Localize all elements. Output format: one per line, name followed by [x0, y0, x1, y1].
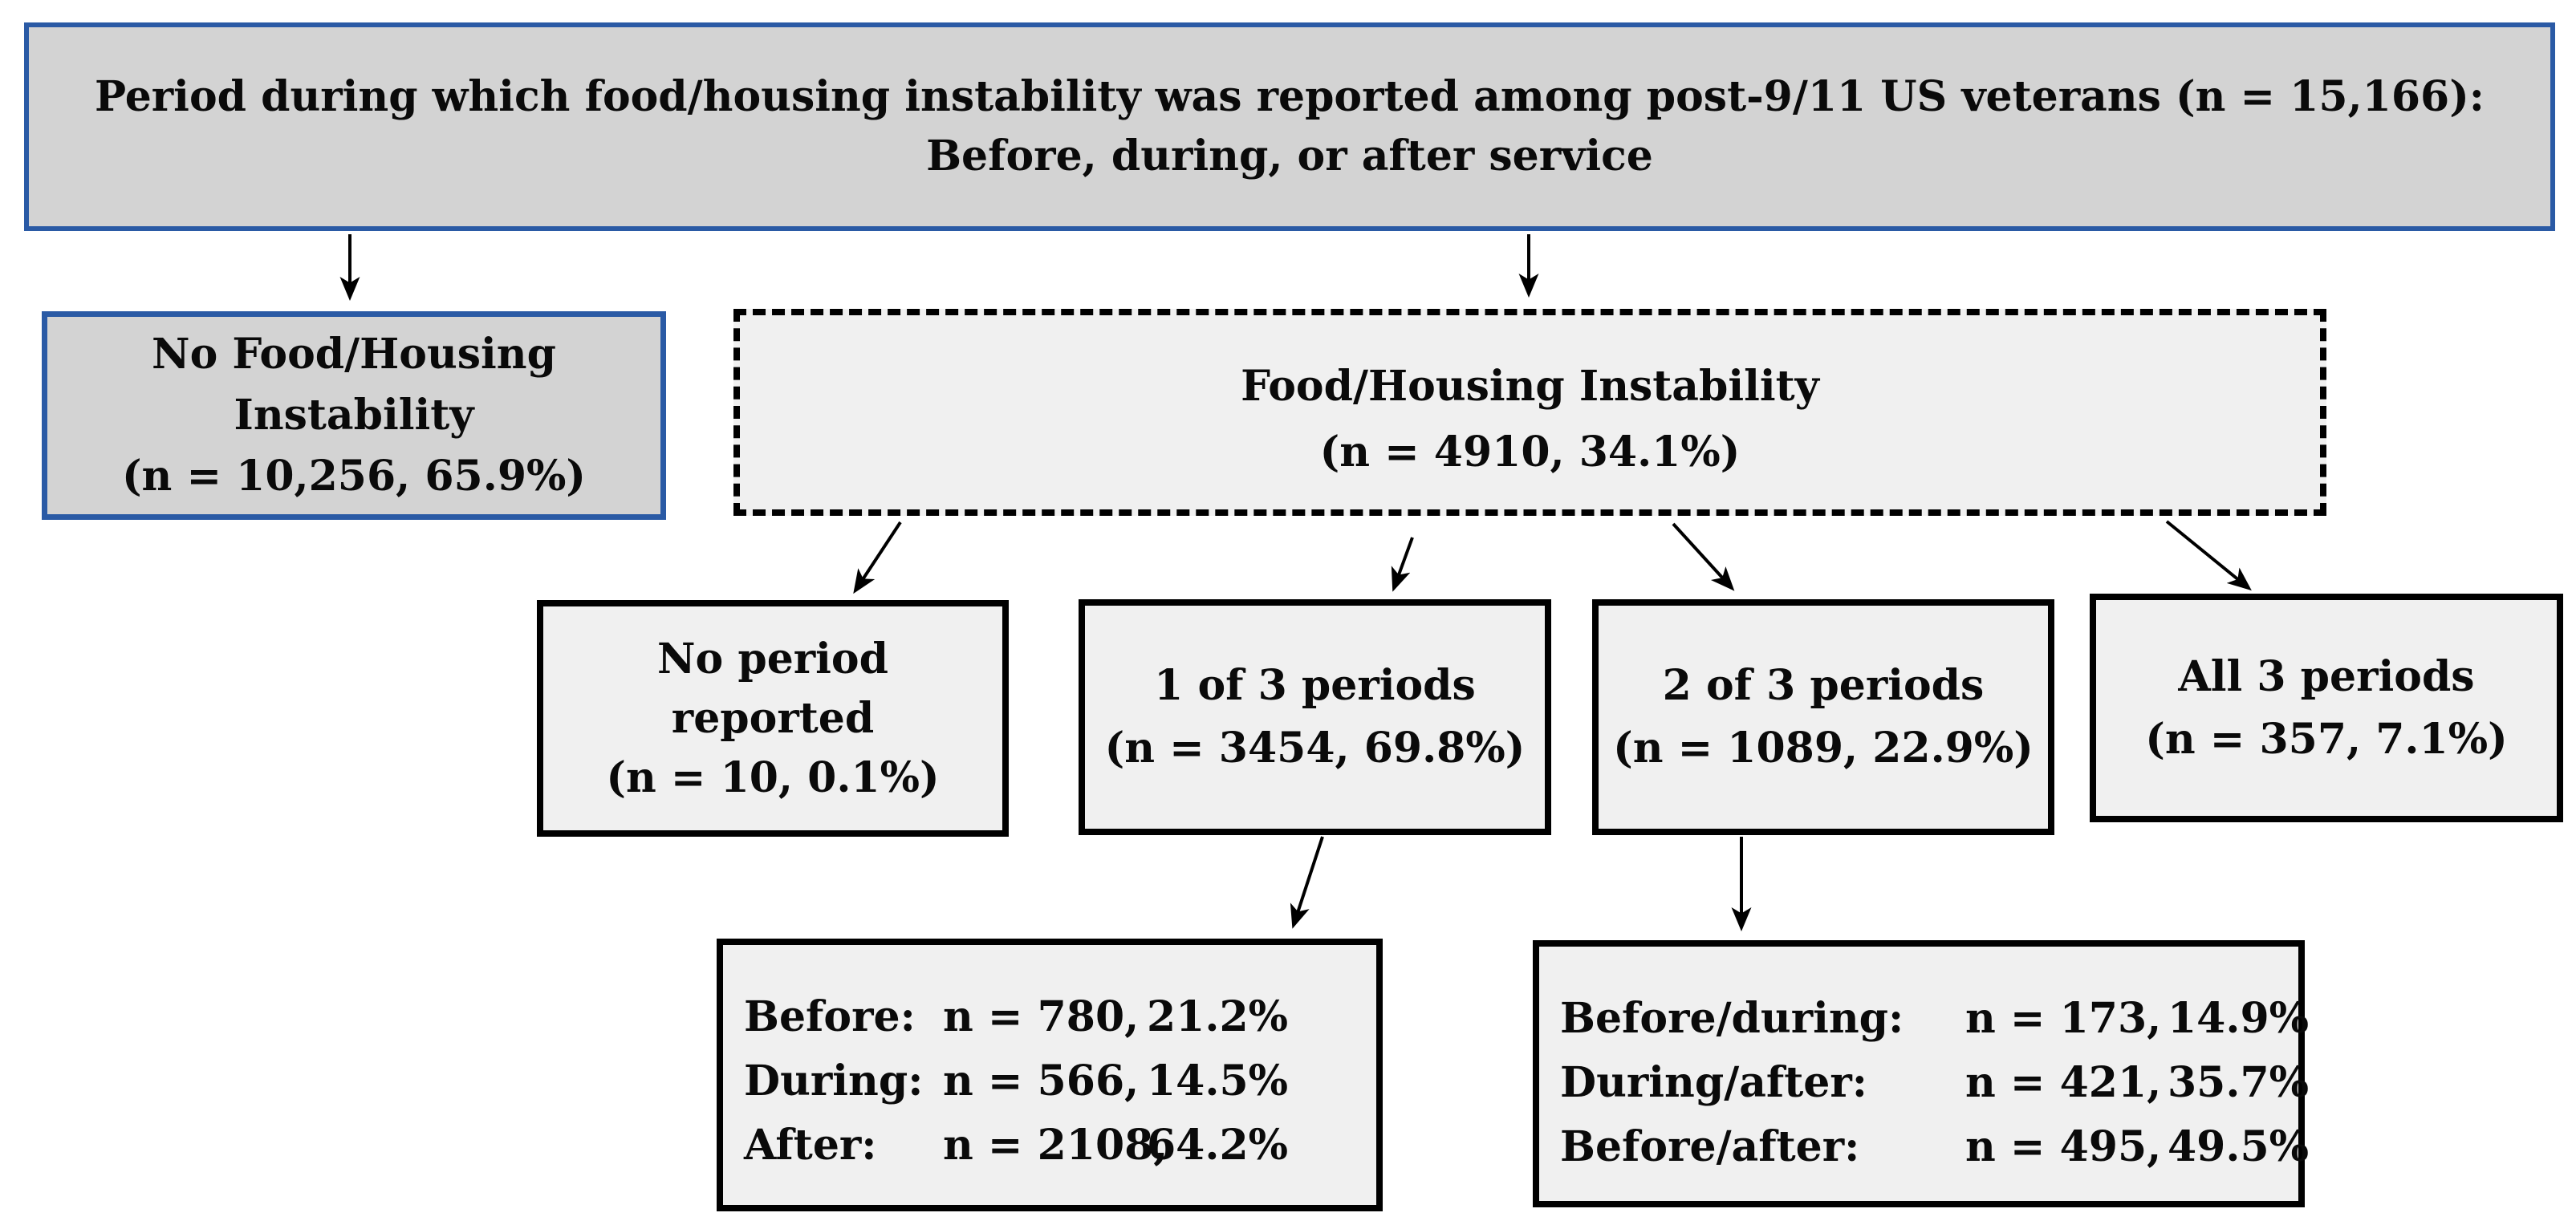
percent-value: 14.9% — [2168, 994, 2310, 1043]
detail-box-1of3: Before: n = 780, 21.2% During: n = 566, … — [717, 939, 1383, 1211]
n-value: n = 2108, — [943, 1121, 1168, 1170]
period-label: Before/during: — [1560, 994, 1904, 1043]
n-value: n = 780, — [943, 992, 1140, 1041]
period-label: Before: — [744, 992, 916, 1041]
period-no-period-line3: (n = 10, 0.1%) — [606, 752, 940, 802]
period-all3-line1: All 3 periods — [2178, 651, 2475, 701]
instability-box: Food/Housing Instability (n = 4910, 34.1… — [733, 309, 2326, 516]
period-2of3-line1: 2 of 3 periods — [1662, 661, 1985, 710]
period-box-all3: All 3 periods (n = 357, 7.1%) — [2090, 594, 2563, 822]
instability-line1: Food/Housing Instability — [1241, 362, 1819, 411]
arrow-1of3-to-detail — [1290, 836, 1324, 929]
period-box-1of3: 1 of 3 periods (n = 3454, 69.8%) — [1079, 599, 1551, 835]
percent-value: 21.2% — [1147, 992, 1289, 1041]
detail-row-after: After: n = 2108, 64.2% — [744, 1113, 1288, 1178]
arrow-instability-to-no-period — [853, 521, 902, 594]
arrow-instability-to-2of3 — [1672, 522, 1735, 591]
percent-value: 49.5% — [2168, 1122, 2310, 1171]
detail-box-2of3: Before/during: n = 173, 14.9% During/aft… — [1533, 940, 2309, 1207]
no-instability-box: No Food/Housing Instability (n = 10,256,… — [42, 311, 666, 520]
period-box-2of3: 2 of 3 periods (n = 1089, 22.9%) — [1592, 599, 2054, 835]
detail-row-before-during: Before/during: n = 173, 14.9% — [1560, 987, 2309, 1051]
no-instability-line1: No Food/Housing — [152, 330, 556, 379]
period-1of3-line1: 1 of 3 periods — [1154, 661, 1476, 710]
period-2of3-line2: (n = 1089, 22.9%) — [1613, 724, 2034, 773]
n-value: n = 566, — [943, 1057, 1140, 1105]
arrow-instability-to-all3 — [2165, 520, 2252, 591]
no-instability-line2: Instability — [234, 391, 474, 440]
detail-row-before: Before: n = 780, 21.2% — [744, 985, 1288, 1049]
detail-row-during: During: n = 566, 14.5% — [744, 1049, 1288, 1113]
percent-value: 14.5% — [1147, 1057, 1289, 1105]
root-box-line1: Period during which food/housing instabi… — [95, 72, 2485, 121]
no-instability-line3: (n = 10,256, 65.9%) — [121, 452, 587, 501]
period-label: Before/after: — [1560, 1122, 1860, 1171]
period-label: After: — [744, 1121, 877, 1170]
root-box: Period during which food/housing instabi… — [24, 22, 2555, 231]
detail-row-during-after: During/after: n = 421, 35.7% — [1560, 1051, 2309, 1115]
period-label: During/after: — [1560, 1058, 1867, 1107]
detail-row-before-after: Before/after: n = 495, 49.5% — [1560, 1115, 2309, 1179]
n-value: n = 421, — [1965, 1058, 2162, 1107]
instability-line2: (n = 4910, 34.1%) — [1319, 428, 1741, 477]
period-no-period-line2: reported — [671, 693, 875, 743]
percent-value: 64.2% — [1147, 1121, 1289, 1170]
percent-value: 35.7% — [2168, 1058, 2310, 1107]
period-no-period-line1: No period — [657, 634, 888, 683]
arrow-instability-to-1of3 — [1391, 537, 1414, 592]
n-value: n = 495, — [1965, 1122, 2162, 1171]
period-box-no-period: No period reported (n = 10, 0.1%) — [537, 600, 1009, 837]
period-label: During: — [744, 1057, 924, 1105]
root-box-line2: Before, during, or after service — [926, 132, 1653, 180]
period-1of3-line2: (n = 3454, 69.8%) — [1104, 724, 1526, 773]
period-all3-line2: (n = 357, 7.1%) — [2145, 714, 2508, 764]
n-value: n = 173, — [1965, 994, 2162, 1043]
